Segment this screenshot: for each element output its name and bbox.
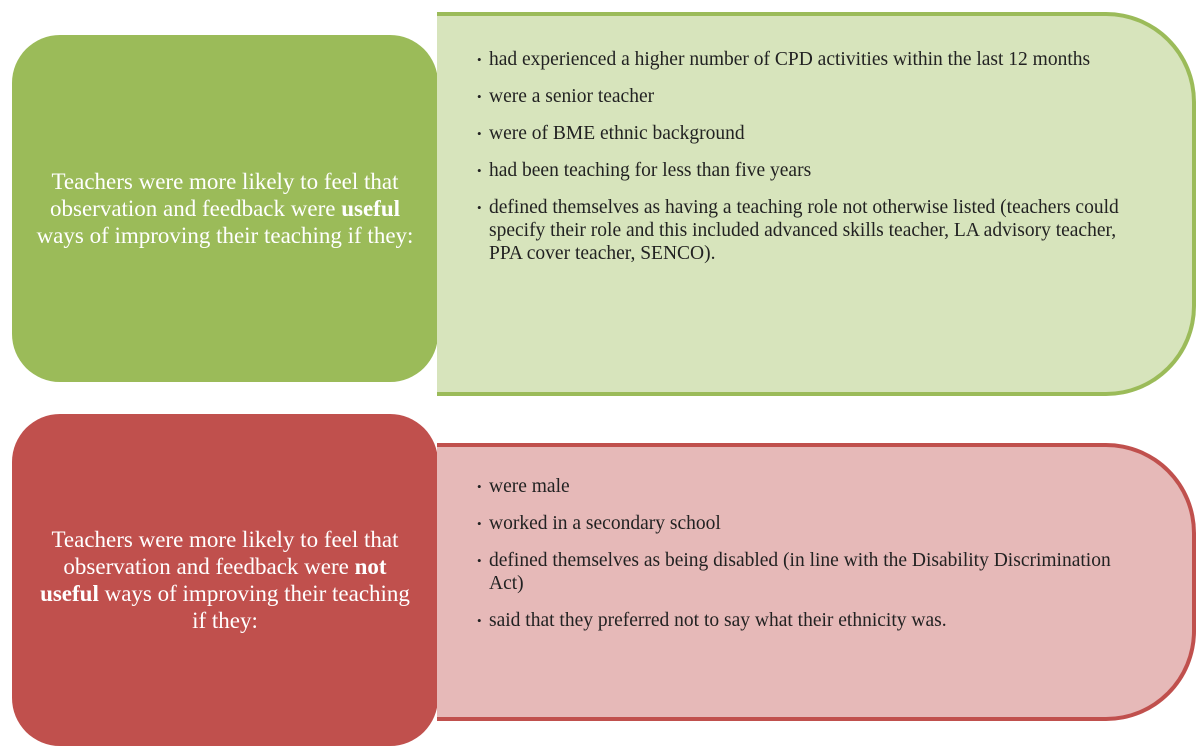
bullet: • bbox=[477, 200, 482, 215]
list-item: • had been teaching for less than five ye… bbox=[477, 159, 1132, 182]
lead-text: Teachers were more likely to feel that o… bbox=[34, 526, 416, 634]
bullet: • bbox=[477, 613, 482, 628]
lead-text: Teachers were more likely to feel that o… bbox=[34, 168, 416, 249]
bullet: • bbox=[477, 163, 482, 178]
lead-before: Teachers were more likely to feel that o… bbox=[51, 527, 399, 579]
item-text: were male bbox=[489, 476, 570, 497]
list-item: • were of BME ethnic background bbox=[477, 122, 1132, 145]
list-item: • had experienced a higher number of CPD … bbox=[477, 48, 1132, 71]
list-item: • defined themselves as having a teaching… bbox=[477, 196, 1132, 265]
lead-box: Teachers were more likely to feel that o… bbox=[12, 414, 438, 746]
bullet: • bbox=[477, 126, 482, 141]
lead-box: Teachers were more likely to feel that o… bbox=[12, 35, 438, 382]
lead-emphasis: not useful bbox=[40, 554, 387, 606]
lead-after: ways of improving their teaching if they… bbox=[104, 581, 410, 633]
item-text: defined themselves as having a teaching … bbox=[489, 197, 1119, 264]
bullet: • bbox=[477, 89, 482, 104]
item-text: said that they preferred not to say what… bbox=[489, 610, 947, 631]
list-item: • were a senior teacher bbox=[477, 85, 1132, 108]
item-text: worked in a secondary school bbox=[489, 513, 721, 534]
item-text: were of BME ethnic background bbox=[489, 123, 745, 144]
list-item: • said that they preferred not to say wha… bbox=[477, 609, 1132, 632]
list-box: • had experienced a higher number of CPD … bbox=[437, 12, 1196, 396]
item-list: • were male • worked in a secondary school •… bbox=[477, 475, 1132, 632]
item-text: were a senior teacher bbox=[489, 86, 655, 107]
item-text: had been teaching for less than five yea… bbox=[489, 160, 812, 181]
list-item: • worked in a secondary school bbox=[477, 512, 1132, 535]
lead-after: ways of improving their teaching if they… bbox=[36, 223, 414, 248]
lead-before: Teachers were more likely to feel that o… bbox=[50, 169, 399, 221]
lead-emphasis: useful bbox=[341, 196, 400, 221]
list-box: • were male • worked in a secondary school •… bbox=[437, 443, 1196, 721]
item-text: had experienced a higher number of CPD a… bbox=[489, 49, 1091, 70]
bullet: • bbox=[477, 553, 482, 568]
bullet: • bbox=[477, 52, 482, 67]
item-list: • had experienced a higher number of CPD … bbox=[477, 48, 1132, 265]
list-item: • were male bbox=[477, 475, 1132, 498]
item-text: defined themselves as being disabled (in… bbox=[489, 550, 1111, 594]
list-item: • defined themselves as being disabled (i… bbox=[477, 549, 1132, 595]
bullet: • bbox=[477, 516, 482, 531]
bullet: • bbox=[477, 479, 482, 494]
